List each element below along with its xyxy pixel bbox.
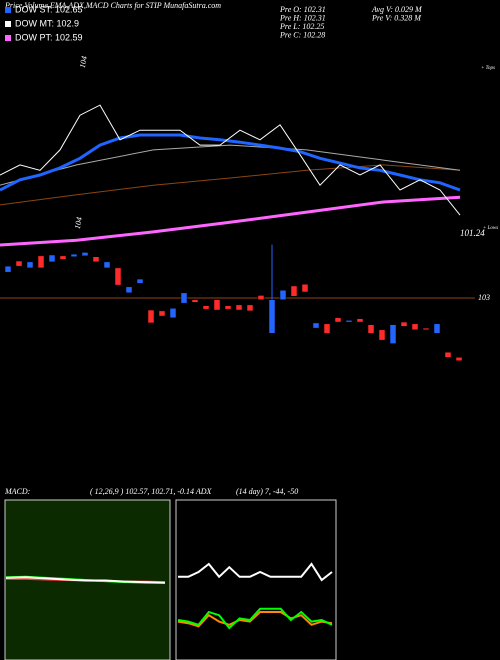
legend-swatch: [5, 35, 11, 41]
lows-label: + Lows: [483, 226, 498, 231]
candle-body: [257, 295, 265, 300]
adx-panel: [175, 499, 337, 660]
candle-body: [125, 286, 133, 294]
candle-body: [444, 351, 452, 358]
macd-params: ( 12,26,9 ) 102.57, 102.71, -0.14 ADX: [90, 487, 213, 496]
candle-body: [103, 261, 111, 269]
candle-body: [367, 324, 375, 334]
ema-line: [0, 144, 461, 186]
level-label: 103: [478, 293, 490, 302]
candle-body: [26, 261, 34, 269]
candle-body: [400, 321, 408, 327]
ema-line: [0, 104, 461, 216]
top-label: 104: [78, 55, 89, 68]
candle-body: [411, 323, 419, 331]
legend-swatch: [5, 21, 11, 27]
candle-body: [114, 267, 122, 286]
candle-body: [48, 254, 56, 263]
candle-body: [158, 310, 166, 317]
candle-body: [268, 299, 276, 334]
candle-body: [235, 304, 243, 311]
candle-body: [389, 324, 397, 344]
candle-body: [323, 323, 331, 334]
candle-body: [70, 253, 78, 257]
candle-body: [4, 265, 12, 273]
candle-body: [378, 329, 386, 341]
macd-title: MACD:: [4, 487, 31, 496]
tops-label: + Tops: [481, 66, 495, 71]
prev-info: Pre H: 102.31: [279, 13, 326, 22]
candle-body: [224, 305, 232, 310]
candle-body: [92, 256, 100, 263]
candle-body: [356, 318, 364, 323]
candle-body: [15, 260, 23, 267]
candle-body: [59, 255, 67, 260]
candle-body: [169, 308, 177, 319]
adx-line: [177, 611, 333, 628]
last-label: 101.24: [460, 228, 485, 238]
prev-info: Pre O: 102.31: [279, 5, 326, 14]
legend-swatch: [5, 7, 11, 13]
ema-line: [0, 133, 461, 192]
candle-body: [345, 320, 353, 323]
adx-params: (14 day) 7, -44, -50: [236, 487, 298, 496]
candle-body: [290, 285, 298, 297]
candle-body: [422, 327, 430, 331]
candle-body: [312, 322, 320, 329]
candle-body: [433, 323, 441, 334]
candle-body: [213, 299, 221, 311]
macd-line: [5, 576, 166, 584]
low-label: 104: [73, 216, 84, 229]
prev-info: Pre V: 0.328 M: [371, 13, 422, 22]
candle-body: [191, 299, 199, 303]
prev-info: Pre L: 102.25: [279, 22, 324, 31]
candle-body: [246, 304, 254, 312]
candle-body: [301, 283, 309, 293]
legend-entry: DOW ST: 102.65: [15, 4, 83, 14]
candle-body: [147, 309, 155, 324]
prev-info: Pre C: 102.28: [279, 30, 325, 39]
chart-title: Price,Volume,EMA,ADX,MACD Charts for STI…: [4, 1, 221, 10]
candle-body: [180, 292, 188, 304]
ema-line: [0, 164, 461, 206]
ema-line: [0, 195, 461, 247]
candle-body: [455, 357, 463, 362]
candle-body: [37, 255, 45, 269]
candle-body: [136, 278, 144, 284]
prev-info: Avg V: 0.029 M: [371, 5, 423, 14]
candle-body: [279, 290, 287, 300]
adx-line: [177, 607, 333, 630]
candle-body: [81, 252, 89, 257]
legend-entry: DOW PT: 102.59: [15, 32, 83, 42]
adx-line: [178, 562, 333, 582]
candle-body: [334, 317, 342, 323]
candle-body: [202, 305, 210, 310]
legend-entry: DOW MT: 102.9: [15, 18, 79, 28]
